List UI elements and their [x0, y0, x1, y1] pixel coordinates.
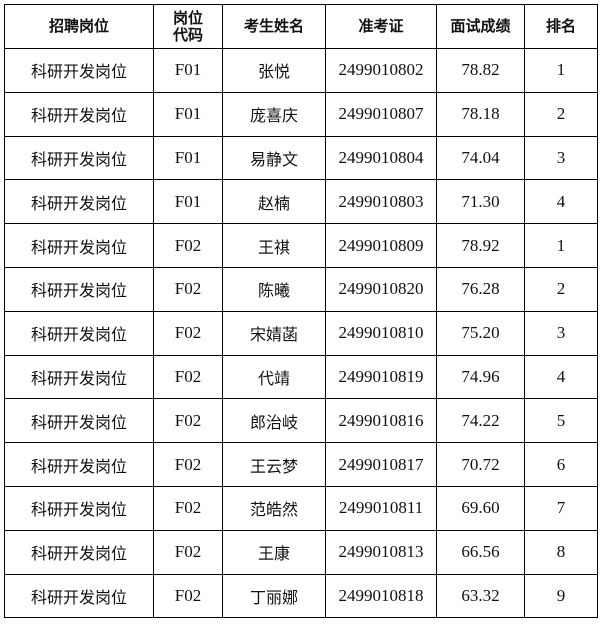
table-row: 科研开发岗位 F02 代靖 2499010819 74.96 4 [4, 354, 598, 400]
table-row: 科研开发岗位 F02 宋婧菡 2499010810 75.20 3 [4, 310, 598, 356]
cell-candidate-name: 赵楠 [222, 179, 326, 225]
cell-exam-id: 2499010816 [325, 398, 437, 444]
cell-rank: 9 [524, 573, 598, 619]
cell-position-code: F01 [153, 91, 223, 137]
table-row: 科研开发岗位 F02 王云梦 2499010817 70.72 6 [4, 442, 598, 487]
cell-interview-score: 74.22 [436, 398, 525, 444]
cell-position-code: F02 [153, 266, 223, 312]
cell-position-code: F02 [153, 485, 223, 531]
table-row: 科研开发岗位 F01 张悦 2499010802 78.82 1 [4, 48, 598, 93]
header-position-code: 岗位 代码 [153, 4, 223, 49]
cell-rank: 1 [524, 223, 598, 268]
cell-exam-id: 2499010803 [325, 179, 437, 225]
cell-position: 科研开发岗位 [4, 529, 154, 575]
cell-interview-score: 76.28 [436, 266, 525, 312]
cell-candidate-name: 陈曦 [222, 266, 326, 312]
cell-interview-score: 63.32 [436, 573, 525, 619]
cell-rank: 2 [524, 91, 598, 137]
cell-interview-score: 75.20 [436, 310, 525, 356]
cell-position-code: F02 [153, 223, 223, 268]
table-row: 科研开发岗位 F01 庞喜庆 2499010807 78.18 2 [4, 91, 598, 137]
cell-interview-score: 70.72 [436, 442, 525, 487]
cell-rank: 8 [524, 529, 598, 575]
cell-position: 科研开发岗位 [4, 135, 154, 181]
cell-rank: 7 [524, 485, 598, 531]
cell-interview-score: 69.60 [436, 485, 525, 531]
cell-exam-id: 2499010811 [325, 485, 437, 531]
cell-exam-id: 2499010820 [325, 266, 437, 312]
cell-position: 科研开发岗位 [4, 223, 154, 268]
cell-candidate-name: 范皓然 [222, 485, 326, 531]
table-row: 科研开发岗位 F02 范皓然 2499010811 69.60 7 [4, 485, 598, 531]
cell-exam-id: 2499010813 [325, 529, 437, 575]
cell-candidate-name: 王康 [222, 529, 326, 575]
cell-position-code: F01 [153, 179, 223, 225]
cell-interview-score: 74.04 [436, 135, 525, 181]
cell-position: 科研开发岗位 [4, 485, 154, 531]
header-position: 招聘岗位 [4, 4, 154, 49]
cell-position: 科研开发岗位 [4, 310, 154, 356]
cell-candidate-name: 王云梦 [222, 442, 326, 487]
cell-position-code: F02 [153, 354, 223, 400]
cell-rank: 3 [524, 135, 598, 181]
cell-candidate-name: 庞喜庆 [222, 91, 326, 137]
cell-exam-id: 2499010819 [325, 354, 437, 400]
cell-interview-score: 74.96 [436, 354, 525, 400]
cell-interview-score: 66.56 [436, 529, 525, 575]
results-table: 招聘岗位 岗位 代码 考生姓名 准考证 面试成绩 排名 科研开发岗位 F01 张悦 249901… [4, 4, 598, 619]
cell-position: 科研开发岗位 [4, 179, 154, 225]
cell-candidate-name: 丁丽娜 [222, 573, 326, 619]
cell-candidate-name: 张悦 [222, 48, 326, 93]
header-exam-id: 准考证 [325, 4, 437, 49]
cell-position-code: F02 [153, 573, 223, 619]
cell-rank: 6 [524, 442, 598, 487]
cell-exam-id: 2499010807 [325, 91, 437, 137]
header-candidate-name: 考生姓名 [222, 4, 326, 49]
cell-interview-score: 78.92 [436, 223, 525, 268]
cell-exam-id: 2499010802 [325, 48, 437, 93]
cell-position-code: F02 [153, 529, 223, 575]
cell-exam-id: 2499010804 [325, 135, 437, 181]
cell-position: 科研开发岗位 [4, 48, 154, 93]
header-rank: 排名 [524, 4, 598, 49]
cell-exam-id: 2499010809 [325, 223, 437, 268]
cell-rank: 4 [524, 354, 598, 400]
cell-exam-id: 2499010810 [325, 310, 437, 356]
cell-candidate-name: 王祺 [222, 223, 326, 268]
cell-interview-score: 78.82 [436, 48, 525, 93]
cell-position-code: F02 [153, 442, 223, 487]
cell-rank: 5 [524, 398, 598, 444]
cell-position: 科研开发岗位 [4, 442, 154, 487]
cell-position-code: F01 [153, 48, 223, 93]
cell-candidate-name: 代靖 [222, 354, 326, 400]
cell-candidate-name: 郎治岐 [222, 398, 326, 444]
cell-position: 科研开发岗位 [4, 91, 154, 137]
cell-position-code: F01 [153, 135, 223, 181]
cell-position-code: F02 [153, 310, 223, 356]
table-row: 科研开发岗位 F01 赵楠 2499010803 71.30 4 [4, 179, 598, 225]
table-row: 科研开发岗位 F01 易静文 2499010804 74.04 3 [4, 135, 598, 181]
cell-rank: 4 [524, 179, 598, 225]
cell-rank: 3 [524, 310, 598, 356]
cell-rank: 2 [524, 266, 598, 312]
cell-interview-score: 78.18 [436, 91, 525, 137]
cell-candidate-name: 易静文 [222, 135, 326, 181]
cell-position: 科研开发岗位 [4, 398, 154, 444]
header-interview-score: 面试成绩 [436, 4, 525, 49]
table-row: 科研开发岗位 F02 郎治岐 2499010816 74.22 5 [4, 398, 598, 444]
cell-position-code: F02 [153, 398, 223, 444]
cell-candidate-name: 宋婧菡 [222, 310, 326, 356]
table-row: 科研开发岗位 F02 王康 2499010813 66.56 8 [4, 529, 598, 575]
header-row: 招聘岗位 岗位 代码 考生姓名 准考证 面试成绩 排名 [4, 4, 598, 49]
cell-exam-id: 2499010817 [325, 442, 437, 487]
table-row: 科研开发岗位 F02 陈曦 2499010820 76.28 2 [4, 266, 598, 312]
cell-position: 科研开发岗位 [4, 354, 154, 400]
cell-exam-id: 2499010818 [325, 573, 437, 619]
table-row: 科研开发岗位 F02 王祺 2499010809 78.92 1 [4, 223, 598, 268]
cell-position: 科研开发岗位 [4, 266, 154, 312]
cell-rank: 1 [524, 48, 598, 93]
table-row: 科研开发岗位 F02 丁丽娜 2499010818 63.32 9 [4, 573, 598, 619]
cell-interview-score: 71.30 [436, 179, 525, 225]
cell-position: 科研开发岗位 [4, 573, 154, 619]
